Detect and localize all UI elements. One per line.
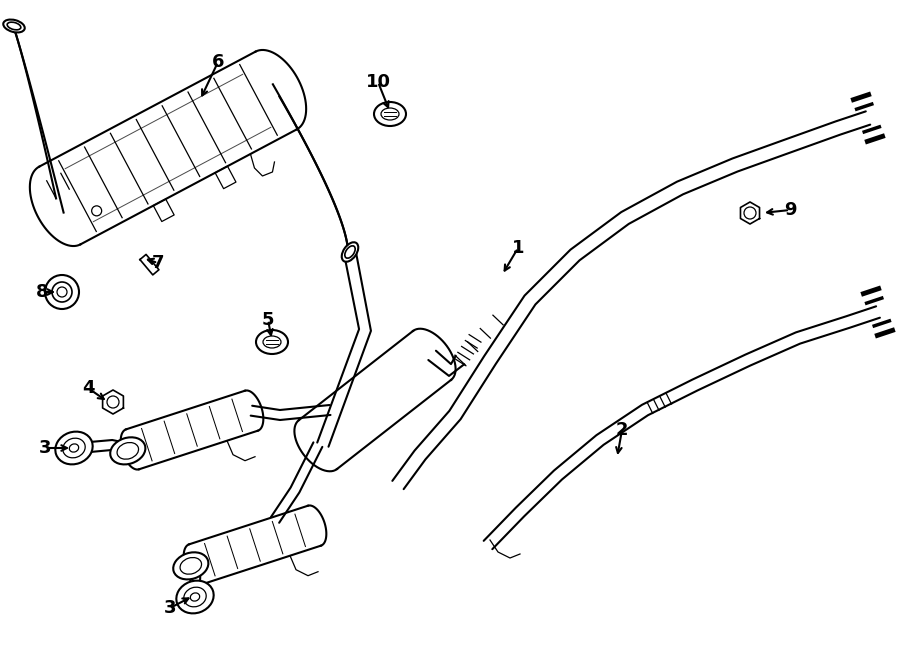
Text: 3: 3 — [39, 439, 51, 457]
Ellipse shape — [263, 336, 281, 348]
Text: 5: 5 — [262, 311, 274, 329]
Ellipse shape — [110, 438, 146, 465]
Ellipse shape — [342, 242, 358, 262]
Ellipse shape — [4, 20, 24, 32]
Circle shape — [45, 275, 79, 309]
Ellipse shape — [63, 438, 86, 458]
Ellipse shape — [55, 432, 93, 465]
Text: 2: 2 — [616, 421, 628, 439]
Ellipse shape — [256, 330, 288, 354]
Text: 3: 3 — [164, 599, 176, 617]
Ellipse shape — [374, 102, 406, 126]
Text: 6: 6 — [212, 53, 224, 71]
Ellipse shape — [381, 108, 399, 120]
Ellipse shape — [184, 587, 206, 607]
Text: 8: 8 — [36, 283, 49, 301]
Ellipse shape — [69, 444, 78, 452]
Text: 1: 1 — [512, 239, 524, 257]
Ellipse shape — [117, 442, 139, 459]
Ellipse shape — [180, 557, 202, 574]
Text: 9: 9 — [784, 201, 796, 219]
Ellipse shape — [173, 553, 209, 580]
Text: 4: 4 — [82, 379, 94, 397]
Ellipse shape — [190, 593, 200, 601]
Text: 10: 10 — [365, 73, 391, 91]
Circle shape — [57, 287, 67, 297]
Text: 7: 7 — [152, 254, 164, 272]
Circle shape — [52, 282, 72, 302]
Ellipse shape — [176, 580, 213, 613]
